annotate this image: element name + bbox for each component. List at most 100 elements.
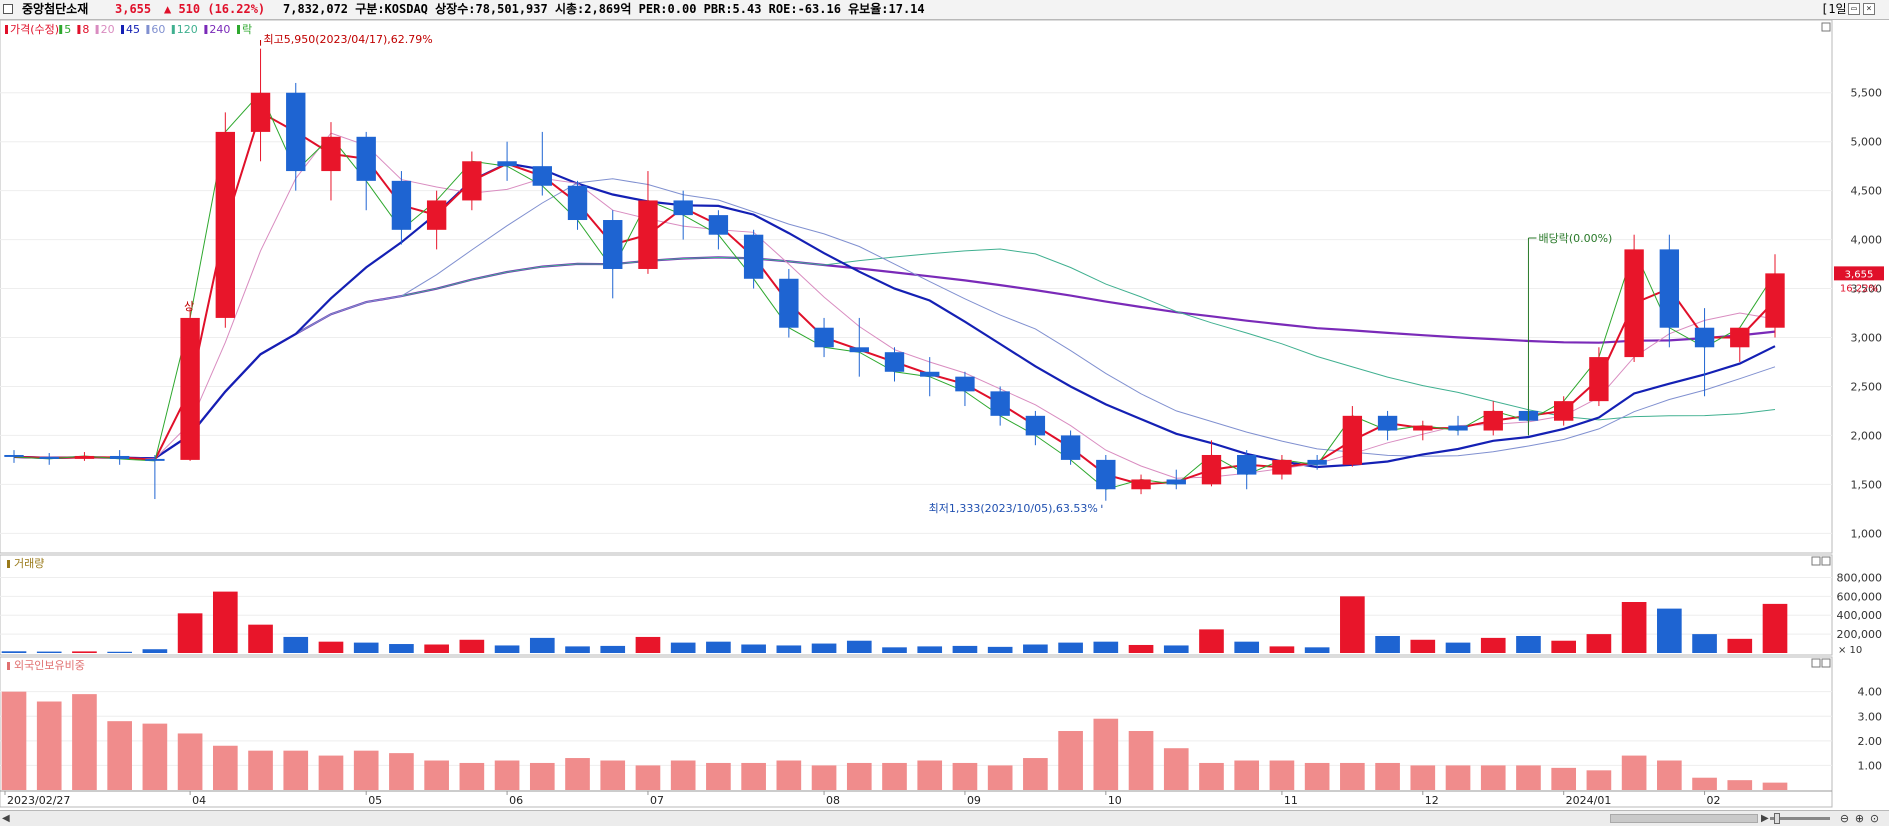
foreign-bar	[1657, 760, 1682, 790]
volume-bar	[952, 645, 978, 653]
legend-swatch	[171, 25, 175, 34]
chart-scrollbar[interactable]: ◀ ▶ ⊖ ⊕ ⊙	[0, 810, 1889, 826]
volume-bar	[1234, 641, 1260, 653]
foreign-bar	[1269, 760, 1295, 790]
foreign-bar	[142, 723, 168, 790]
volume-close-icon[interactable]	[1821, 556, 1831, 566]
select-checkbox[interactable]	[3, 4, 13, 14]
candle-body	[391, 180, 412, 230]
foreign-bar	[670, 760, 696, 790]
legend-label: 락	[242, 23, 252, 36]
foreign-bar	[1, 691, 27, 790]
candle-body	[462, 161, 482, 201]
candle-body	[1694, 327, 1715, 348]
foreign-close-icon[interactable]	[1821, 658, 1831, 668]
price-tick-label: 3,000	[1851, 332, 1883, 345]
volume-tick-label: 200,000	[1837, 628, 1883, 641]
volume-bar	[1586, 634, 1612, 653]
foreign-bar	[987, 765, 1013, 790]
candle-body	[109, 455, 130, 459]
candle-body	[708, 215, 729, 235]
minimize-icon[interactable]: ▭	[1848, 3, 1860, 15]
foreign-bar	[1163, 748, 1189, 790]
foreign-bar	[283, 750, 309, 790]
scroll-right-icon[interactable]: ▶	[1761, 813, 1769, 824]
date-tick-label: 12	[1425, 794, 1439, 807]
zoom-knob[interactable]	[1774, 813, 1780, 824]
price-close-icon[interactable]	[1821, 22, 1831, 32]
foreign-bar	[600, 760, 626, 790]
stock-info-bar: 중앙첨단소재 3,655 ▲ 510 (16.22%) 7,832,072 구분…	[0, 0, 1889, 20]
candle-body	[1730, 327, 1750, 348]
foreign-bar	[1304, 762, 1330, 790]
foreign-bar	[811, 765, 837, 790]
dividend-label: 배당락(0.00%)	[1538, 232, 1612, 245]
price-panel: 1,000 1,500 2,000 2,500 3,000 3,500 4,000 4,500…	[0, 20, 1884, 554]
dividend-annotation: 배당락(0.00%)	[1527, 232, 1612, 436]
foreign-tick-label: 1.00	[1858, 759, 1883, 772]
current-price: 3,655	[115, 2, 152, 16]
candle-body	[1659, 249, 1680, 328]
legend-swatch	[5, 25, 8, 34]
foreign-ownership-panel: 1.00 2.00 3.00 4.00 외국인보유비중 2023/02/27 04 05 0…	[0, 656, 1883, 808]
volume-bar	[811, 643, 837, 653]
foreign-bars	[1, 691, 1788, 790]
volume-minimize-icon[interactable]	[1811, 556, 1821, 566]
candle-body	[1131, 479, 1151, 490]
candle-body	[180, 317, 200, 460]
volume-bar	[1445, 642, 1471, 653]
volume-bar	[72, 651, 97, 653]
volume-bar	[1375, 636, 1400, 653]
zoom-in-icon[interactable]: ⊕	[1854, 812, 1865, 825]
close-icon[interactable]: ×	[1863, 3, 1875, 15]
date-tick-label: 09	[967, 794, 981, 807]
foreign-bar	[1621, 755, 1647, 790]
foreign-bar	[1480, 765, 1506, 790]
volume-bar	[1410, 639, 1436, 653]
candle-body	[1272, 459, 1292, 475]
foreign-bar	[1375, 762, 1400, 790]
volume-bar	[1304, 647, 1330, 653]
volume-bar	[741, 644, 766, 653]
price-tick-label: 1,000	[1851, 527, 1883, 540]
legend-label: 가격(수정)	[10, 23, 59, 36]
volume-bar	[846, 640, 872, 653]
zoom-out-icon[interactable]: ⊖	[1839, 812, 1850, 825]
volume-grid	[0, 576, 1832, 635]
legend-swatch	[95, 25, 99, 34]
period-selector[interactable]: [1일]	[1821, 2, 1854, 16]
volume-bar	[1340, 596, 1365, 653]
volume-bar	[1093, 641, 1119, 653]
foreign-bar	[107, 721, 132, 790]
foreign-panel-border	[0, 656, 1833, 808]
zoom-reset-icon[interactable]: ⊙	[1869, 812, 1880, 825]
volume-bar	[142, 649, 168, 653]
foreign-bar	[1551, 767, 1577, 790]
foreign-bar	[1586, 770, 1612, 790]
panel-controls	[1811, 22, 1831, 668]
volume-bar	[1727, 638, 1753, 653]
candle-body	[1413, 425, 1433, 431]
foreign-bar	[72, 694, 97, 790]
candle-body	[1307, 459, 1327, 465]
candle-body	[39, 456, 59, 459]
candle-body	[779, 278, 799, 328]
zoom-slider[interactable]	[1770, 817, 1830, 820]
foreign-tick-label: 3.00	[1858, 710, 1883, 723]
scroll-left-icon[interactable]: ◀	[2, 813, 10, 824]
volume-bar	[1480, 637, 1506, 653]
legend-label: 45	[126, 23, 140, 36]
scroll-thumb[interactable]	[1610, 814, 1758, 823]
candle-body	[920, 371, 940, 377]
volume-bar	[635, 636, 661, 653]
volume-bar	[1269, 646, 1295, 653]
candle-body	[1342, 415, 1363, 465]
foreign-bar	[424, 760, 449, 790]
foreign-bar	[1516, 765, 1541, 790]
volume-bar	[353, 642, 379, 653]
volume-bar	[1692, 634, 1717, 653]
chart-canvas[interactable]: 1,000 1,500 2,000 2,500 3,000 3,500 4,000 4,500…	[0, 20, 1889, 810]
date-tick-label: 07	[650, 794, 664, 807]
price-tick-label: 5,500	[1851, 87, 1883, 100]
foreign-minimize-icon[interactable]	[1811, 658, 1821, 668]
